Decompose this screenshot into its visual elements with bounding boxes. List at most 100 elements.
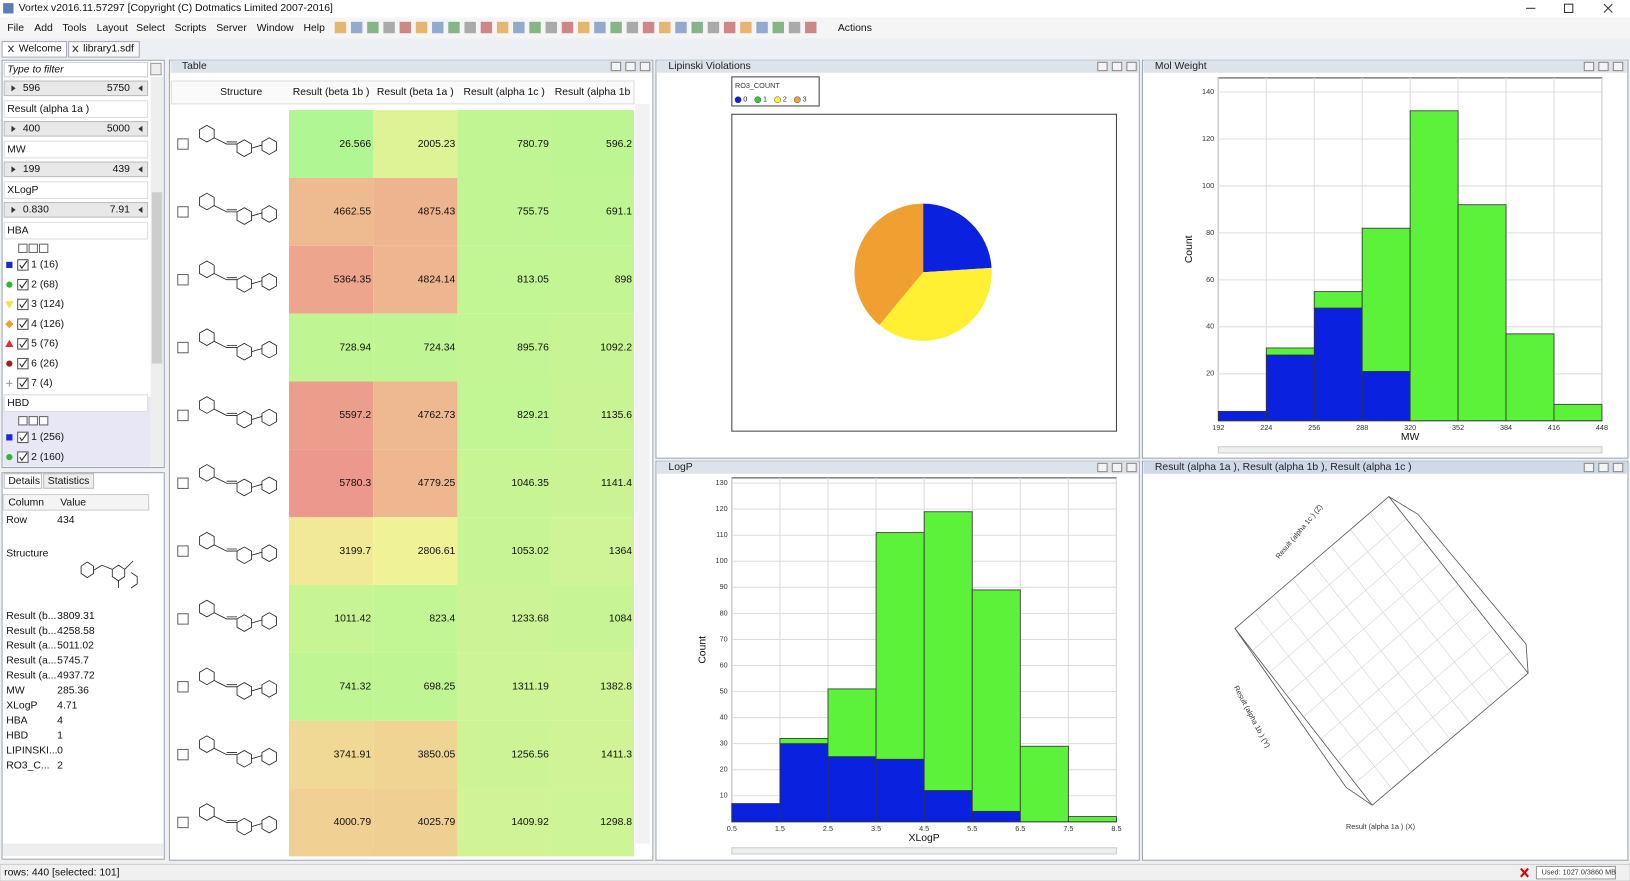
toolbar-button[interactable] <box>545 21 557 34</box>
error-icon[interactable] <box>1520 867 1529 878</box>
range-handle[interactable] <box>138 125 143 132</box>
toolbar-actions[interactable]: Actions <box>838 23 872 34</box>
details-hscroll[interactable] <box>3 843 164 857</box>
panel-control[interactable] <box>1097 462 1108 473</box>
toolbar-button[interactable] <box>464 21 476 34</box>
range-handle[interactable] <box>11 85 16 92</box>
toolbar-button[interactable] <box>350 21 363 34</box>
item-checkbox[interactable] <box>17 259 29 271</box>
tab-close-icon[interactable] <box>72 45 79 53</box>
panel-control[interactable] <box>1583 61 1595 72</box>
item-checkbox[interactable] <box>17 318 29 330</box>
range-slider[interactable] <box>3 80 149 97</box>
details-tab-label[interactable]: Statistics <box>48 476 90 487</box>
toolbar-button[interactable] <box>642 21 655 34</box>
range-handle[interactable] <box>11 206 16 213</box>
toolbar-button[interactable] <box>399 21 412 34</box>
item-checkbox[interactable] <box>17 278 29 291</box>
panel-control[interactable] <box>610 61 622 72</box>
filter-scroll-thumb[interactable] <box>151 192 163 364</box>
toolbar-button[interactable] <box>513 21 525 34</box>
toolbar-button[interactable] <box>805 21 817 34</box>
toolbar-button[interactable] <box>529 21 541 34</box>
panel-control[interactable] <box>1583 462 1595 473</box>
toolbar-button[interactable] <box>367 21 379 34</box>
row-checkbox[interactable] <box>177 341 189 354</box>
toolbar-button[interactable] <box>496 21 509 34</box>
filter-options[interactable] <box>150 62 162 76</box>
range-handle[interactable] <box>11 166 16 173</box>
range-handle[interactable] <box>138 206 143 213</box>
range-slider[interactable] <box>3 202 149 218</box>
panel-control[interactable] <box>1612 462 1624 473</box>
row-checkbox[interactable] <box>177 816 189 829</box>
item-checkbox[interactable] <box>17 338 29 350</box>
panel-control[interactable] <box>1126 61 1137 72</box>
menu-item[interactable]: Help <box>304 23 326 34</box>
menu-item[interactable]: Scripts <box>175 23 207 34</box>
toolbar-button[interactable] <box>448 21 460 34</box>
tab-label[interactable]: Welcome <box>19 44 62 55</box>
details-tab[interactable] <box>43 473 95 489</box>
table-vscroll[interactable] <box>635 103 650 844</box>
panel-control[interactable] <box>1598 462 1609 473</box>
toolbar-button[interactable] <box>691 21 703 34</box>
column-header[interactable]: Structure <box>220 87 262 98</box>
toolbar-button[interactable] <box>480 21 493 34</box>
range-slider[interactable] <box>3 121 149 137</box>
range-handle[interactable] <box>11 125 16 132</box>
toolbar-button[interactable] <box>723 21 736 34</box>
column-header[interactable]: Result (beta 1a ) <box>377 87 454 98</box>
row-checkbox[interactable] <box>177 545 189 557</box>
toolbar-button[interactable] <box>659 21 671 34</box>
toolbar-button[interactable] <box>610 21 622 34</box>
item-checkbox[interactable] <box>17 357 29 370</box>
window-controls[interactable] <box>1526 3 1613 13</box>
panel-control[interactable] <box>1111 462 1123 473</box>
toolbar-button[interactable] <box>561 21 574 34</box>
row-checkbox[interactable] <box>177 748 189 761</box>
toolbar-button[interactable] <box>740 21 752 34</box>
toolbar-button[interactable] <box>594 21 606 34</box>
select-toggle[interactable] <box>28 416 38 426</box>
item-checkbox[interactable] <box>17 298 29 311</box>
range-handle[interactable] <box>138 85 143 92</box>
panel-control[interactable] <box>1111 61 1123 72</box>
menu-item[interactable]: Window <box>257 23 294 34</box>
column-header[interactable]: Result (beta 1b ) <box>293 87 370 98</box>
toolbar-button[interactable] <box>707 21 720 34</box>
filter-input[interactable] <box>3 61 149 78</box>
menu-item[interactable]: Server <box>216 23 247 34</box>
tab-close-icon[interactable] <box>7 45 14 53</box>
item-checkbox[interactable] <box>17 431 29 444</box>
menu-item[interactable]: File <box>7 23 24 34</box>
toolbar-button[interactable] <box>626 21 639 34</box>
toolbar-button[interactable] <box>788 21 801 34</box>
zoom-scrollbar[interactable] <box>731 847 1117 855</box>
toolbar-button[interactable] <box>415 21 428 34</box>
select-toggle[interactable] <box>28 243 38 253</box>
toolbar-button[interactable] <box>577 21 590 34</box>
tab-library[interactable] <box>68 41 140 58</box>
range-handle[interactable] <box>138 166 143 173</box>
menu-item[interactable]: Tools <box>62 23 86 34</box>
tab-label[interactable]: library1.sdf <box>83 44 134 55</box>
panel-control[interactable] <box>1097 61 1108 72</box>
row-checkbox[interactable] <box>177 409 189 422</box>
select-toggle[interactable] <box>18 416 28 426</box>
item-checkbox[interactable] <box>17 377 29 390</box>
row-checkbox[interactable] <box>177 477 189 489</box>
range-slider[interactable] <box>3 161 149 178</box>
row-checkbox[interactable] <box>177 206 189 218</box>
row-checkbox[interactable] <box>177 274 189 286</box>
zoom-scrollbar[interactable] <box>1217 446 1603 454</box>
column-header[interactable]: Result (alpha 1b <box>555 87 631 98</box>
panel-control[interactable] <box>639 61 651 72</box>
row-checkbox[interactable] <box>177 681 189 693</box>
toolbar-button[interactable] <box>334 21 347 34</box>
toolbar-button[interactable] <box>432 21 444 34</box>
toolbar-button[interactable] <box>383 21 395 34</box>
panel-control[interactable] <box>625 61 636 72</box>
select-toggle[interactable] <box>38 243 49 253</box>
menu-item[interactable]: Layout <box>97 23 128 34</box>
